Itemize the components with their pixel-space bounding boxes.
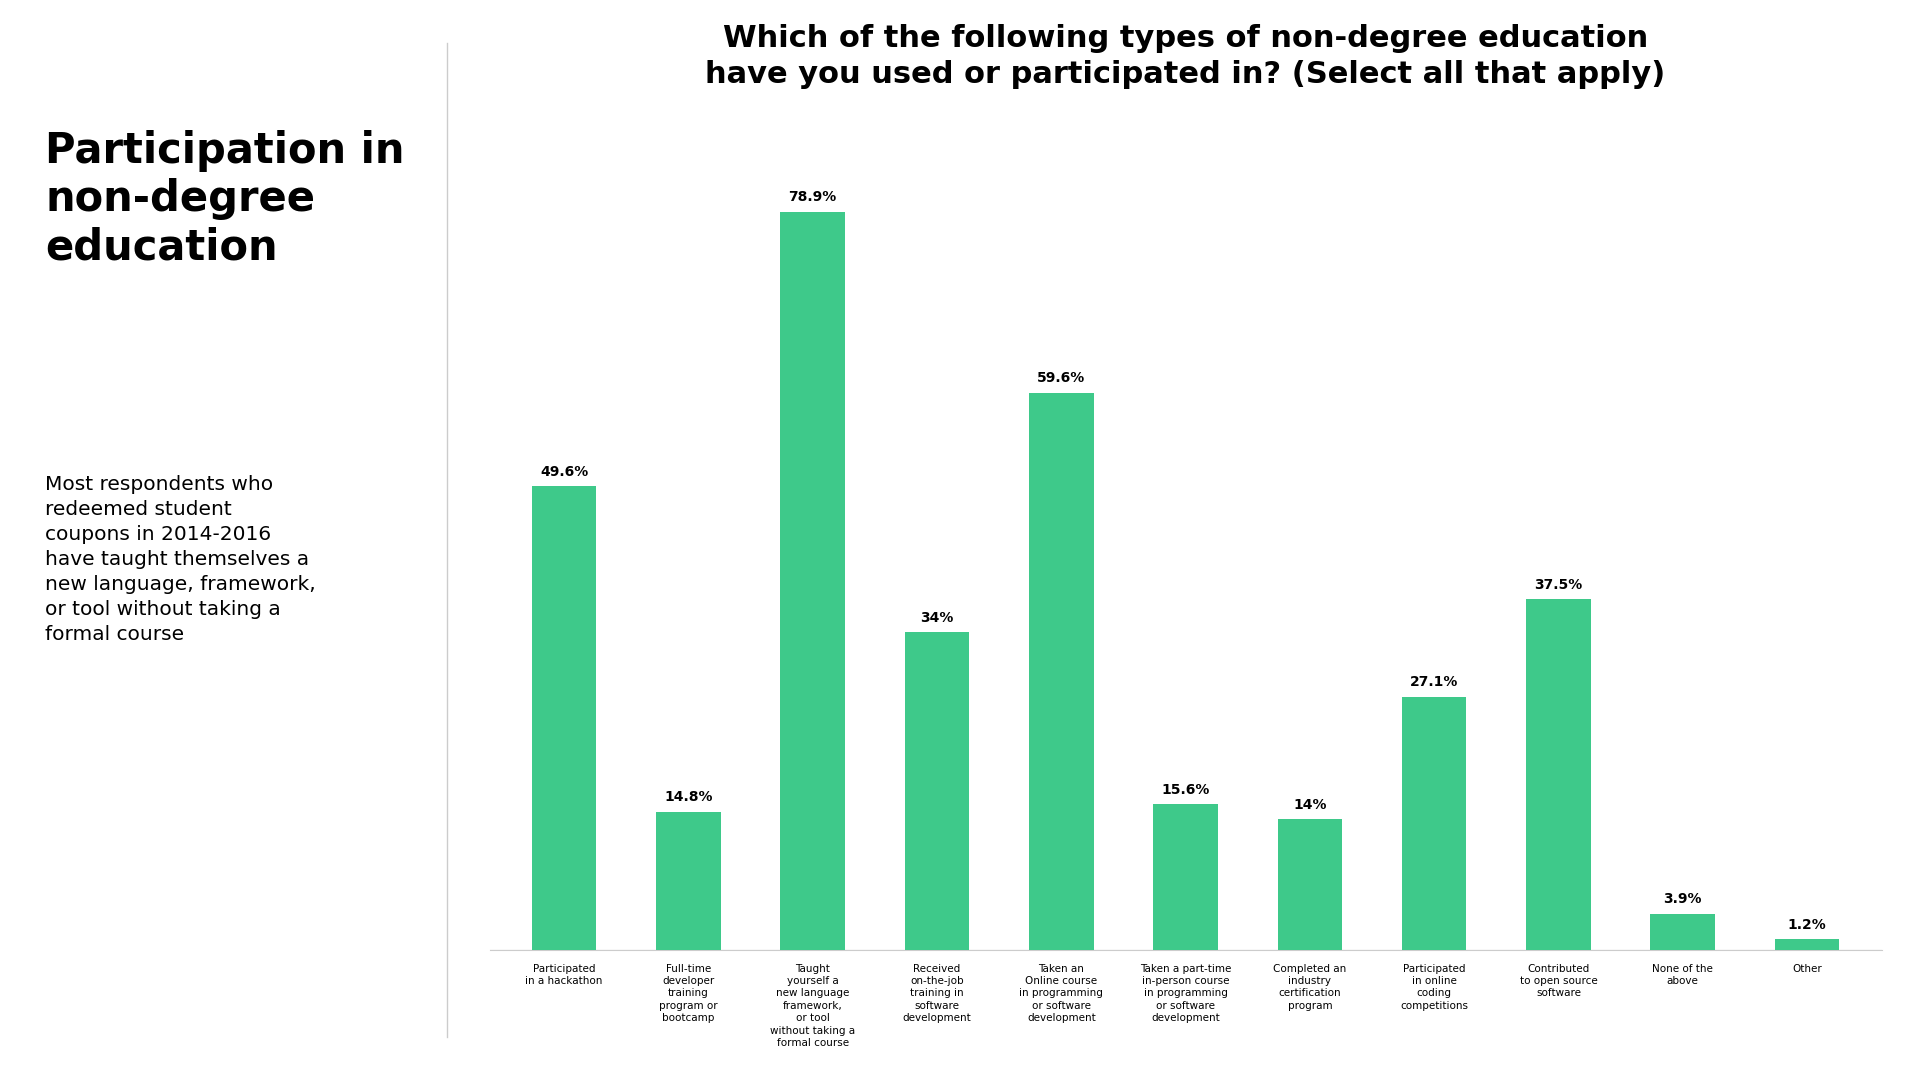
Bar [1029,392,1094,950]
Text: 78.9%: 78.9% [789,190,837,204]
Bar [532,486,597,950]
Bar [1651,914,1715,950]
Text: 14%: 14% [1294,798,1327,812]
Bar [1277,820,1342,950]
Text: 1.2%: 1.2% [1788,918,1826,932]
Bar [780,212,845,950]
Bar [1774,940,1839,950]
Bar [1154,805,1217,950]
Bar [1402,697,1467,950]
Bar [657,812,720,950]
Text: 27.1%: 27.1% [1409,675,1459,689]
Title: Which of the following types of non-degree education
have you used or participat: Which of the following types of non-degr… [705,24,1667,89]
Bar [904,632,970,950]
Text: 14.8%: 14.8% [664,791,712,805]
Text: Most respondents who
redeemed student
coupons in 2014-2016
have taught themselve: Most respondents who redeemed student co… [46,475,317,644]
Text: 49.6%: 49.6% [540,464,588,478]
Text: Participation in
non-degree
education: Participation in non-degree education [46,130,405,269]
Text: 34%: 34% [920,610,954,624]
Text: 37.5%: 37.5% [1534,578,1582,592]
Text: 59.6%: 59.6% [1037,372,1085,386]
Bar [1526,599,1592,950]
Text: 15.6%: 15.6% [1162,783,1210,797]
Text: 3.9%: 3.9% [1663,892,1701,906]
